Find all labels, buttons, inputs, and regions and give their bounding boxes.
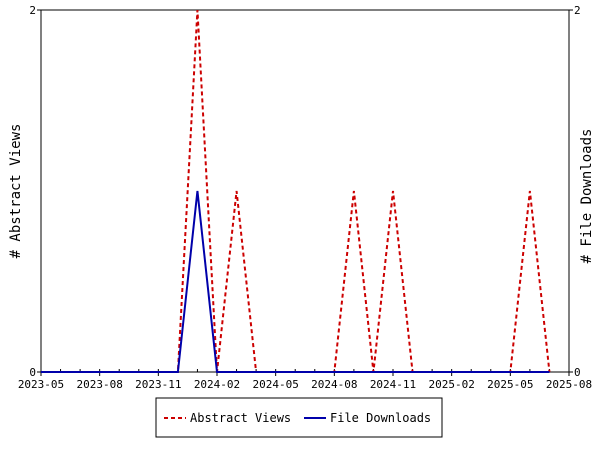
- y-right-tick-label: 2: [574, 4, 581, 17]
- axis-ticks: 2023-05 2023-08 2023-11 2024-02 2024-05 2024-…: [18, 4, 592, 391]
- x-tick-label: 2025-08: [546, 378, 592, 391]
- y-axis-title-right: # File Downloads: [579, 129, 595, 264]
- x-tick-label: 2024-02: [194, 378, 240, 391]
- x-tick-label: 2023-08: [76, 378, 122, 391]
- y-left-tick-label: 0: [29, 366, 36, 379]
- x-tick-label: 2025-02: [428, 378, 474, 391]
- x-tick-label: 2023-05: [18, 378, 64, 391]
- y-axis-title-left: # Abstract Views: [8, 124, 24, 259]
- x-tick-label: 2023-11: [135, 378, 181, 391]
- legend-label-file-downloads: File Downloads: [330, 411, 431, 425]
- x-tick-label: 2024-08: [311, 378, 357, 391]
- legend-box: [155, 397, 443, 438]
- x-tick-label: 2025-05: [487, 378, 533, 391]
- legend: Abstract Views File Downloads: [155, 397, 443, 438]
- x-tick-label: 2024-05: [252, 378, 298, 391]
- y-right-tick-label: 0: [574, 366, 581, 379]
- plot-area: [40, 9, 570, 373]
- legend-label-abstract-views: Abstract Views: [190, 411, 291, 425]
- series-layer: [41, 9, 551, 373]
- series-line-file-downloads: [41, 190, 550, 373]
- y-left-tick-label: 2: [29, 4, 36, 17]
- x-tick-label: 2024-11: [370, 378, 416, 391]
